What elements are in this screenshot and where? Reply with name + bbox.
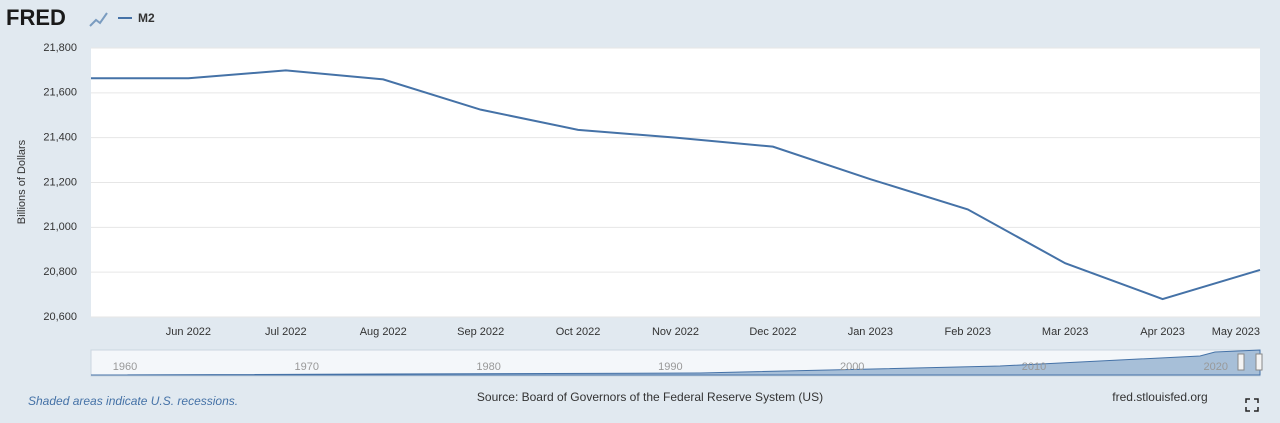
y-tick-label: 21,200 xyxy=(43,176,77,188)
x-tick-label: Jan 2023 xyxy=(848,326,893,338)
x-tick-label: Dec 2022 xyxy=(749,326,796,338)
navigator-handle[interactable] xyxy=(1237,353,1245,371)
x-tick-label: Jul 2022 xyxy=(265,326,307,338)
logo-icon xyxy=(89,12,108,27)
navigator-label: 1980 xyxy=(476,361,500,373)
x-tick-label: Aug 2022 xyxy=(360,326,407,338)
x-tick-label: May 2023 xyxy=(1212,326,1260,338)
site: fred.stlouisfed.org xyxy=(1112,390,1207,404)
x-tick-label: Oct 2022 xyxy=(556,326,601,338)
navigator-label: 2000 xyxy=(840,361,864,373)
x-tick-label: Apr 2023 xyxy=(1140,326,1185,338)
y-tick-label: 21,400 xyxy=(43,132,77,144)
x-tick-label: Mar 2023 xyxy=(1042,326,1088,338)
navigator-label: 1990 xyxy=(658,361,682,373)
navigator-label: 2020 xyxy=(1204,361,1228,373)
x-tick-label: Feb 2023 xyxy=(945,326,991,338)
y-axis-label: Billions of Dollars xyxy=(16,139,28,224)
y-tick-label: 21,600 xyxy=(43,87,77,99)
source: Source: Board of Governors of the Federa… xyxy=(477,390,823,404)
y-tick-label: 20,800 xyxy=(43,266,77,278)
x-tick-label: Sep 2022 xyxy=(457,326,504,338)
series-line xyxy=(91,69,1261,301)
x-tick-label: Nov 2022 xyxy=(652,326,699,338)
x-tick-label: Jun 2022 xyxy=(166,326,211,338)
legend-label: M2 xyxy=(138,11,155,25)
y-tick-label: 21,000 xyxy=(43,221,77,233)
fullscreen-button[interactable] xyxy=(1245,398,1259,412)
recession-note: Shaded areas indicate U.S. recessions. xyxy=(28,394,238,408)
y-tick-label: 21,800 xyxy=(43,42,77,54)
logo: FRED xyxy=(6,5,66,30)
navigator-label: 1960 xyxy=(113,361,137,373)
navigator-handle[interactable] xyxy=(1255,353,1263,371)
navigator-label: 2010 xyxy=(1022,361,1046,373)
navigator-label: 1970 xyxy=(295,361,319,373)
navigator-series xyxy=(90,349,1261,376)
y-tick-label: 20,600 xyxy=(43,311,77,323)
